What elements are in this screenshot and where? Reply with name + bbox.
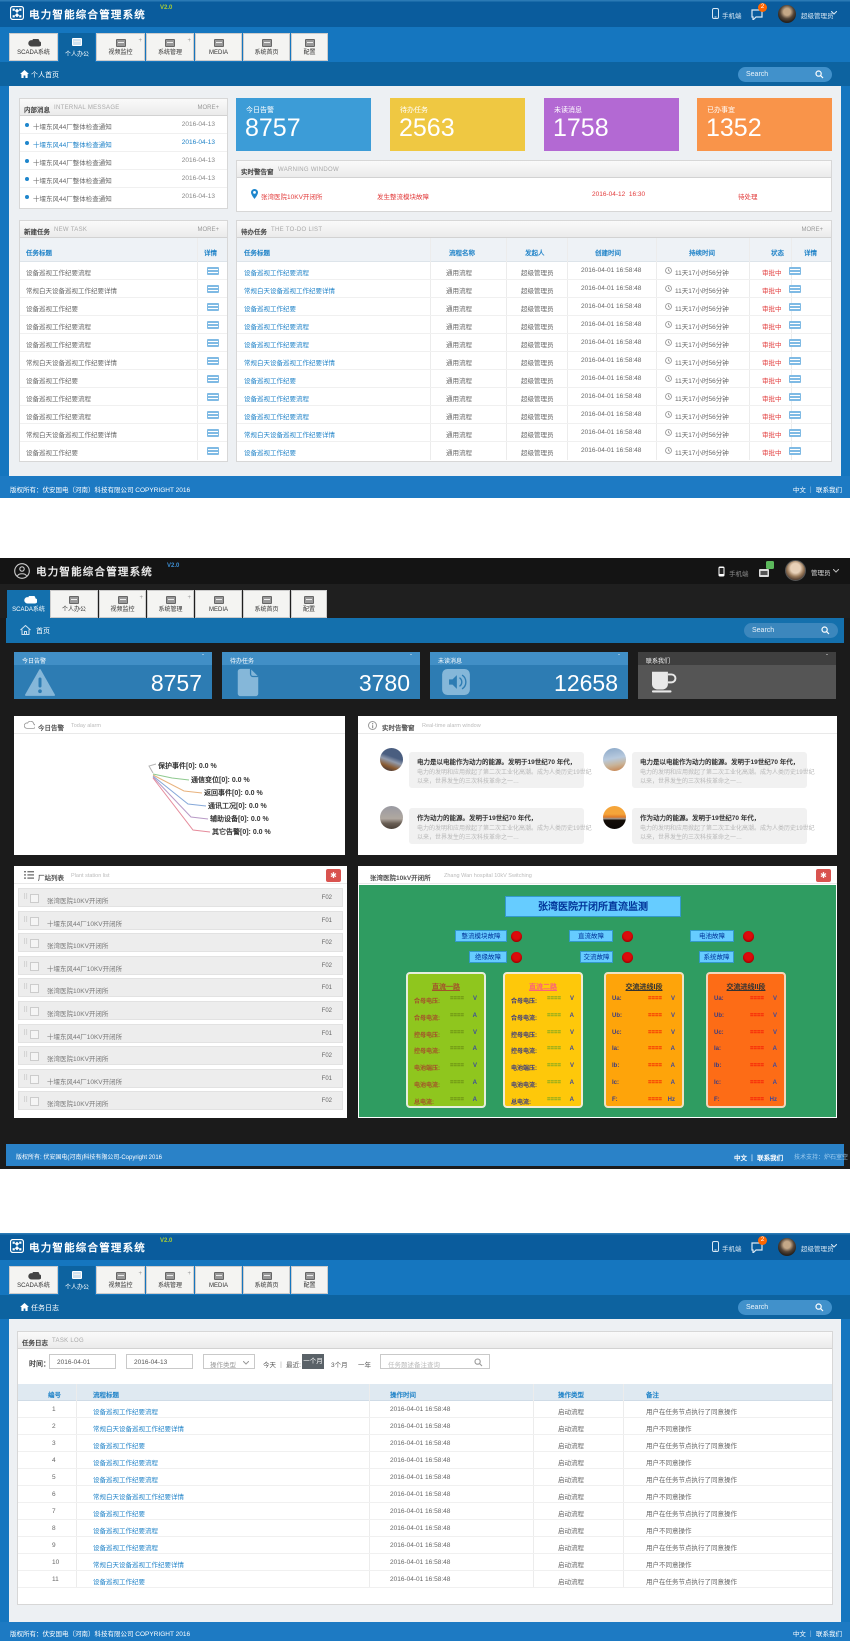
svg-text:辅助设备[0]: 0.0 %: 辅助设备[0]: 0.0 % [210,814,270,823]
svg-text:保护事件[0]: 0.0 %: 保护事件[0]: 0.0 % [157,761,218,770]
svg-text:返回事件[0]: 0.0 %: 返回事件[0]: 0.0 % [204,788,264,797]
svg-text:其它告警[0]: 0.0 %: 其它告警[0]: 0.0 % [212,827,272,836]
svg-text:通讯工况[0]: 0.0 %: 通讯工况[0]: 0.0 % [208,801,268,810]
svg-text:通信变位[0]: 0.0 %: 通信变位[0]: 0.0 % [191,775,251,784]
